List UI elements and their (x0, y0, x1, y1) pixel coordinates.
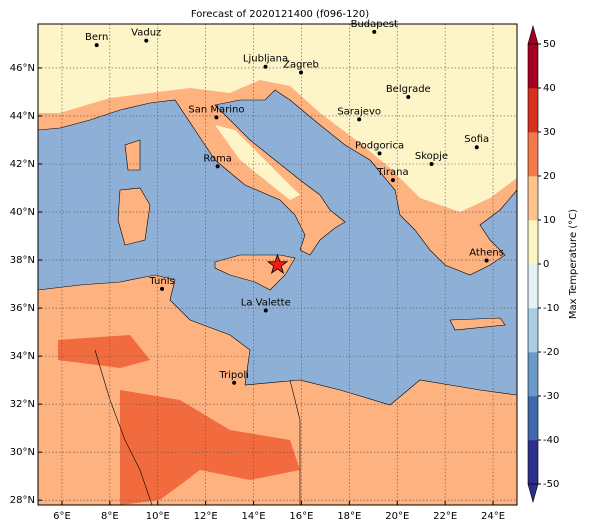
city-dot (406, 95, 411, 100)
city-dot (144, 38, 149, 43)
colorbar-tick-label: -30 (543, 391, 559, 402)
city-label: Budapest (351, 19, 398, 30)
city-label: San Marino (188, 104, 244, 115)
city-dot (215, 164, 220, 169)
city-dot (160, 286, 165, 291)
colorbar-band (528, 352, 538, 397)
colorbar-label: Max Temperature (°C) (568, 209, 579, 319)
city-dot (474, 145, 479, 150)
city-label: Sarajevo (337, 106, 381, 117)
city-label: Tirana (376, 167, 408, 178)
border (289, 379, 301, 505)
lat-tick-label: 44°N (10, 111, 35, 122)
colorbar-band (528, 132, 538, 177)
colorbar-tick-label: 0 (543, 259, 549, 270)
colorbar-tick-label: 50 (543, 39, 556, 50)
lon-tick-label: 16°E (289, 511, 313, 522)
colorbar-tick-label: 40 (543, 83, 556, 94)
city-dot (298, 70, 303, 75)
colorbar-band (528, 440, 538, 485)
lon-tick-label: 8°E (101, 511, 119, 522)
city-dot (377, 151, 382, 156)
colorbar-band (528, 88, 538, 133)
sardinia (117, 187, 151, 246)
lat-tick-label: 42°N (10, 159, 35, 170)
city-label: Tunis (148, 276, 174, 287)
city-label: Roma (203, 153, 232, 164)
title: Forecast of 2020121400 (f096-120) (191, 9, 369, 20)
graticule (38, 24, 517, 505)
colorbar-tick-label: -20 (543, 347, 559, 358)
city-dot (429, 162, 434, 167)
colorbar-tick-label: 30 (543, 127, 556, 138)
colorbar-tick-label: 10 (543, 215, 556, 226)
city-label: Ljubljana (243, 54, 288, 65)
lon-tick-label: 24°E (481, 511, 505, 522)
city-label: Belgrade (386, 84, 431, 95)
apennines (215, 125, 300, 200)
colorbar-tick-label: -10 (543, 303, 559, 314)
city-label: Zagreb (283, 60, 319, 71)
location-marker (266, 253, 289, 274)
lon-tick-label: 10°E (146, 511, 170, 522)
city-label: Podgorica (355, 140, 404, 151)
lat-tick-label: 46°N (10, 63, 35, 74)
colorbar-tick-label: 20 (543, 171, 556, 182)
city-dot (484, 258, 489, 263)
lat-tick-label: 34°N (10, 351, 35, 362)
border (94, 349, 153, 505)
colorbar-extend-top (527, 24, 539, 45)
colorbar-band (528, 264, 538, 309)
city-dot (214, 115, 219, 120)
crete (449, 317, 506, 331)
lon-tick-label: 14°E (242, 511, 266, 522)
city-dot (372, 29, 377, 34)
colorbar-tick-label: -40 (543, 435, 559, 446)
city-label: Sofia (464, 134, 489, 145)
lat-tick-label: 30°N (10, 447, 35, 458)
lat-tick-label: 32°N (10, 399, 35, 410)
corsica (124, 139, 141, 171)
colorbar-tick-label: -50 (543, 479, 559, 490)
colorbar-band (528, 220, 538, 265)
lat-tick-label: 28°N (10, 495, 35, 506)
lon-tick-label: 12°E (194, 511, 218, 522)
colorbar-band (528, 396, 538, 441)
city-dot (263, 64, 268, 69)
lat-tick-label: 36°N (10, 303, 35, 314)
colorbar-extend-bottom (527, 483, 539, 504)
city-label: Vaduz (131, 28, 161, 39)
city-label: Athens (469, 248, 504, 259)
colorbar-band (528, 176, 538, 221)
lon-tick-label: 18°E (337, 511, 361, 522)
plot-frame (37, 23, 518, 506)
city-label: Tripoli (218, 370, 249, 381)
colorbar-band (528, 44, 538, 89)
colorbar-band (528, 308, 538, 353)
city-label: Bern (85, 32, 108, 43)
city-dot (357, 117, 362, 122)
city-label: Skopje (415, 151, 448, 162)
city-dot (263, 308, 268, 313)
city-dot (94, 43, 99, 48)
city-label: La Valette (241, 297, 291, 308)
warm-zone (120, 390, 300, 505)
city-dot (390, 178, 395, 183)
city-dot (232, 380, 237, 385)
lat-tick-label: 38°N (10, 255, 35, 266)
lon-tick-label: 22°E (433, 511, 457, 522)
lon-tick-label: 20°E (385, 511, 409, 522)
warm-zone (58, 335, 150, 368)
lon-tick-label: 6°E (53, 511, 71, 522)
lat-tick-label: 40°N (10, 207, 35, 218)
